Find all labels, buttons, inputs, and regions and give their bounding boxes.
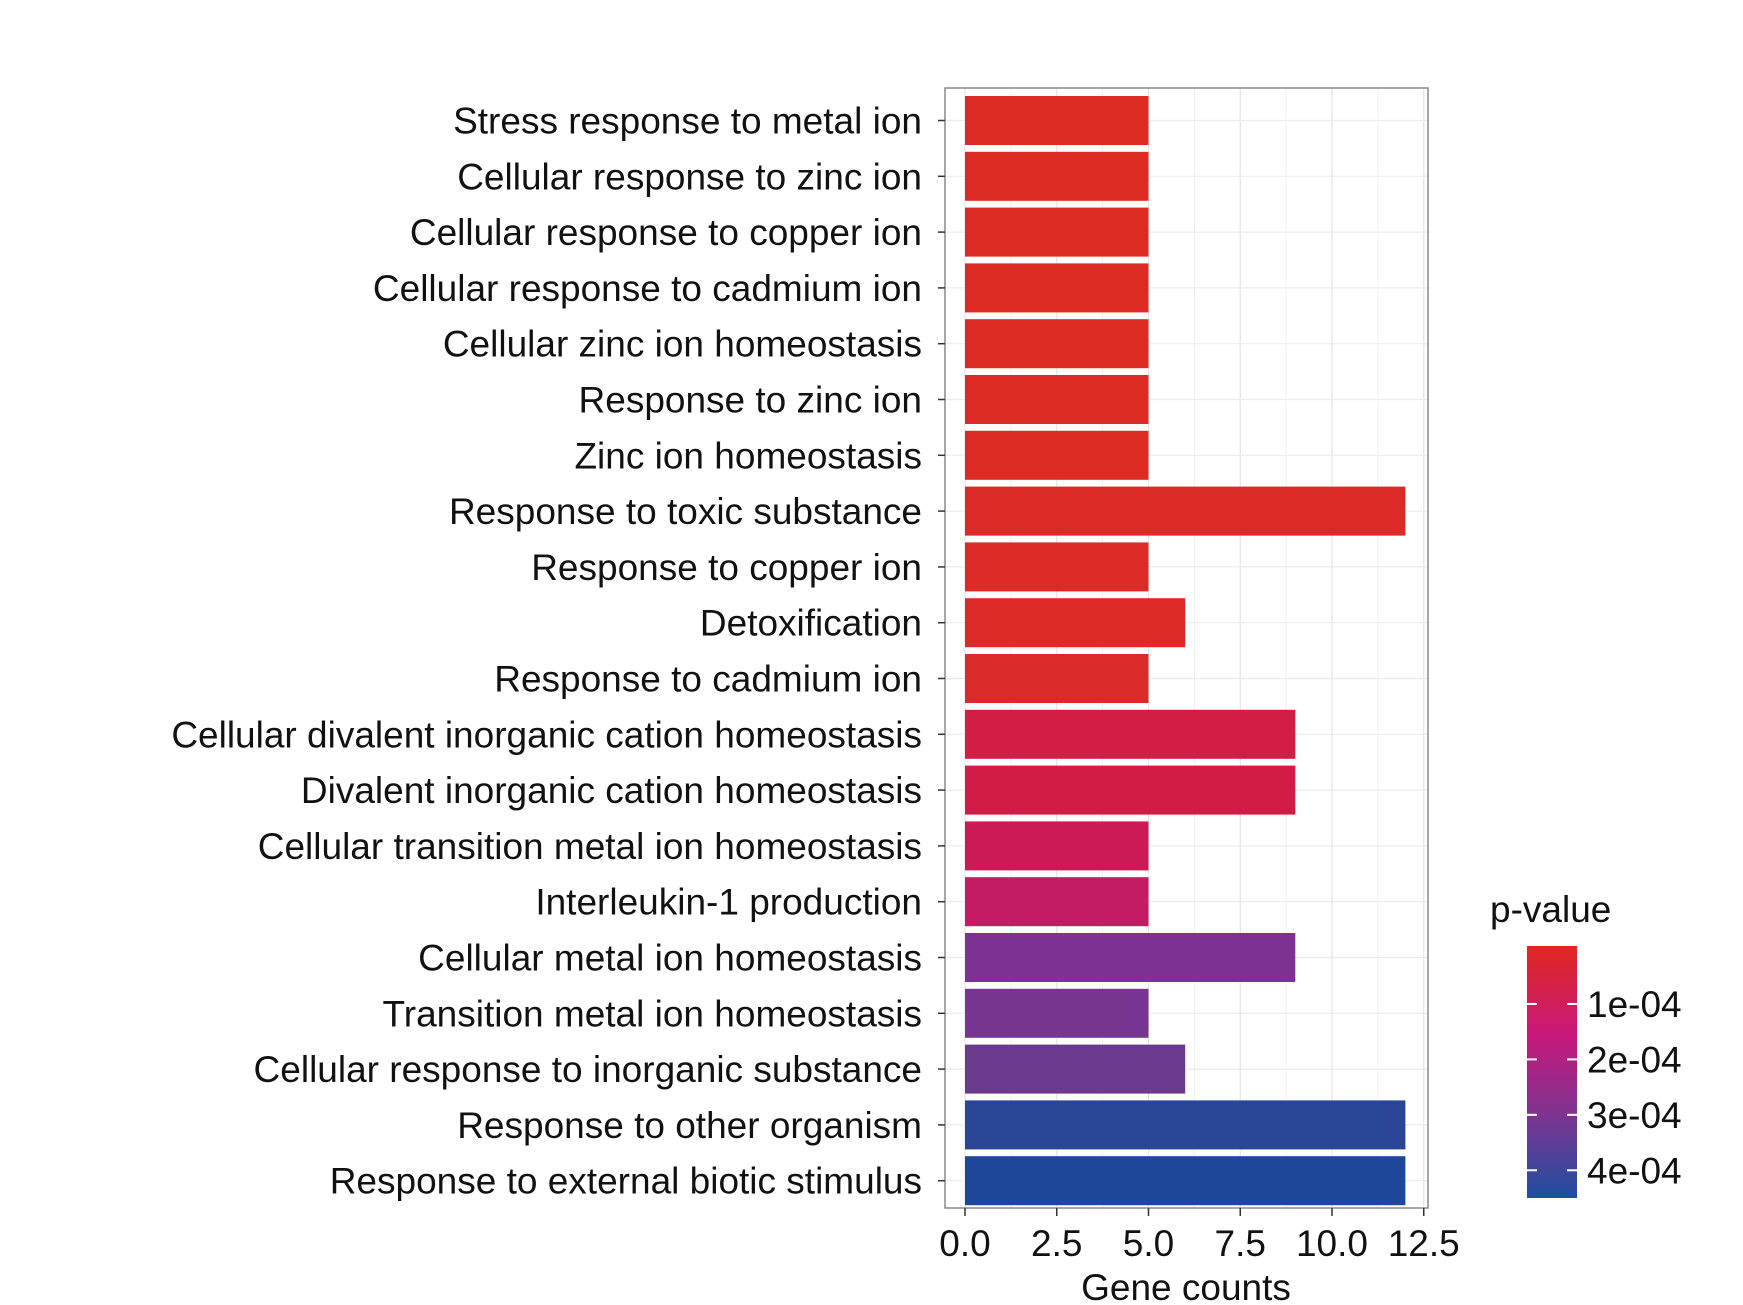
bar-cellular-response-to-inorganic-substance xyxy=(965,1044,1186,1094)
bar-cellular-zinc-ion-homeostasis xyxy=(965,319,1149,369)
category-label-response-to-cadmium-ion: Response to cadmium ion xyxy=(494,659,922,700)
category-label-divalent-inorganic-cation-homeostasis: Divalent inorganic cation homeostasis xyxy=(301,770,922,811)
color-legend: p-value 1e-04 2e-04 3e-04 4e-04 xyxy=(1490,889,1682,1198)
category-label-response-to-external-biotic-stimulus: Response to external biotic stimulus xyxy=(330,1161,922,1202)
bar-response-to-cadmium-ion xyxy=(965,654,1149,703)
category-label-cellular-response-to-inorganic-substance: Cellular response to inorganic substance xyxy=(254,1049,922,1090)
bar-response-to-other-organism xyxy=(965,1100,1406,1150)
category-label-transition-metal-ion-homeostasis: Transition metal ion homeostasis xyxy=(383,993,922,1034)
x-tick-label-12-5: 12.5 xyxy=(1388,1223,1460,1264)
category-label-cellular-zinc-ion-homeostasis: Cellular zinc ion homeostasis xyxy=(443,324,922,365)
category-label-interleukin-1-production: Interleukin-1 production xyxy=(535,882,922,923)
category-label-response-to-copper-ion: Response to copper ion xyxy=(531,547,922,588)
bar-divalent-inorganic-cation-homeostasis xyxy=(965,765,1296,815)
bar-cellular-response-to-cadmium-ion xyxy=(965,263,1149,313)
x-axis-ticks: 0.0 2.5 5.0 7.5 10.0 12.5 xyxy=(939,1208,1460,1264)
category-label-cellular-transition-metal-ion-homeostasis: Cellular transition metal ion homeostasi… xyxy=(258,826,922,867)
category-label-cellular-metal-ion-homeostasis: Cellular metal ion homeostasis xyxy=(418,938,922,979)
x-tick-label-5-0: 5.0 xyxy=(1123,1223,1174,1264)
bar-response-to-copper-ion xyxy=(965,542,1149,592)
legend-title: p-value xyxy=(1490,889,1611,930)
bar-cellular-metal-ion-homeostasis xyxy=(965,933,1296,982)
category-label-zinc-ion-homeostasis: Zinc ion homeostasis xyxy=(574,435,922,476)
bar-zinc-ion-homeostasis xyxy=(965,430,1149,480)
x-tick-label-10-0: 10.0 xyxy=(1296,1223,1368,1264)
bar-stress-response-to-metal-ion xyxy=(965,96,1149,145)
plot-panel-border xyxy=(944,87,1429,1209)
category-label-cellular-response-to-cadmium-ion: Cellular response to cadmium ion xyxy=(373,268,922,309)
legend-label-2e-04: 2e-04 xyxy=(1587,1039,1682,1080)
category-label-response-to-toxic-substance: Response to toxic substance xyxy=(449,491,922,532)
x-tick-label-0-0: 0.0 xyxy=(939,1223,990,1264)
x-tick-label-2-5: 2.5 xyxy=(1031,1223,1082,1264)
x-tick-label-7-5: 7.5 xyxy=(1215,1223,1266,1264)
category-label-stress-response-to-metal-ion: Stress response to metal ion xyxy=(453,101,922,142)
bar-cellular-response-to-copper-ion xyxy=(965,207,1149,257)
category-label-cellular-divalent-inorganic-cation-homeostasis: Cellular divalent inorganic cation homeo… xyxy=(171,714,922,755)
category-labels: Stress response to metal ion Cellular res… xyxy=(171,101,922,1202)
bar-cellular-response-to-zinc-ion xyxy=(965,151,1149,201)
category-label-response-to-other-organism: Response to other organism xyxy=(457,1105,922,1146)
bar-response-to-external-biotic-stimulus xyxy=(965,1156,1406,1206)
category-label-cellular-response-to-copper-ion: Cellular response to copper ion xyxy=(410,212,922,253)
category-label-cellular-response-to-zinc-ion: Cellular response to zinc ion xyxy=(457,156,922,197)
x-axis-title: Gene counts xyxy=(1081,1267,1291,1305)
bars xyxy=(965,96,1406,1206)
bar-interleukin-1-production xyxy=(965,877,1149,927)
category-label-response-to-zinc-ion: Response to zinc ion xyxy=(579,380,922,421)
bar-response-to-zinc-ion xyxy=(965,375,1149,424)
y-axis-ticks xyxy=(938,119,945,1182)
bar-transition-metal-ion-homeostasis xyxy=(965,988,1149,1038)
legend-label-1e-04: 1e-04 xyxy=(1587,984,1682,1025)
legend-label-3e-04: 3e-04 xyxy=(1587,1095,1682,1136)
legend-label-4e-04: 4e-04 xyxy=(1587,1150,1682,1191)
bar-response-to-toxic-substance xyxy=(965,486,1406,536)
bar-cellular-divalent-inorganic-cation-homeostasis xyxy=(965,709,1296,759)
bar-cellular-transition-metal-ion-homeostasis xyxy=(965,821,1149,871)
bar-detoxification xyxy=(965,598,1186,648)
legend-colorbar xyxy=(1527,946,1577,1198)
category-label-detoxification: Detoxification xyxy=(700,603,922,644)
legend-ticks: 1e-04 2e-04 3e-04 4e-04 xyxy=(1527,984,1682,1191)
